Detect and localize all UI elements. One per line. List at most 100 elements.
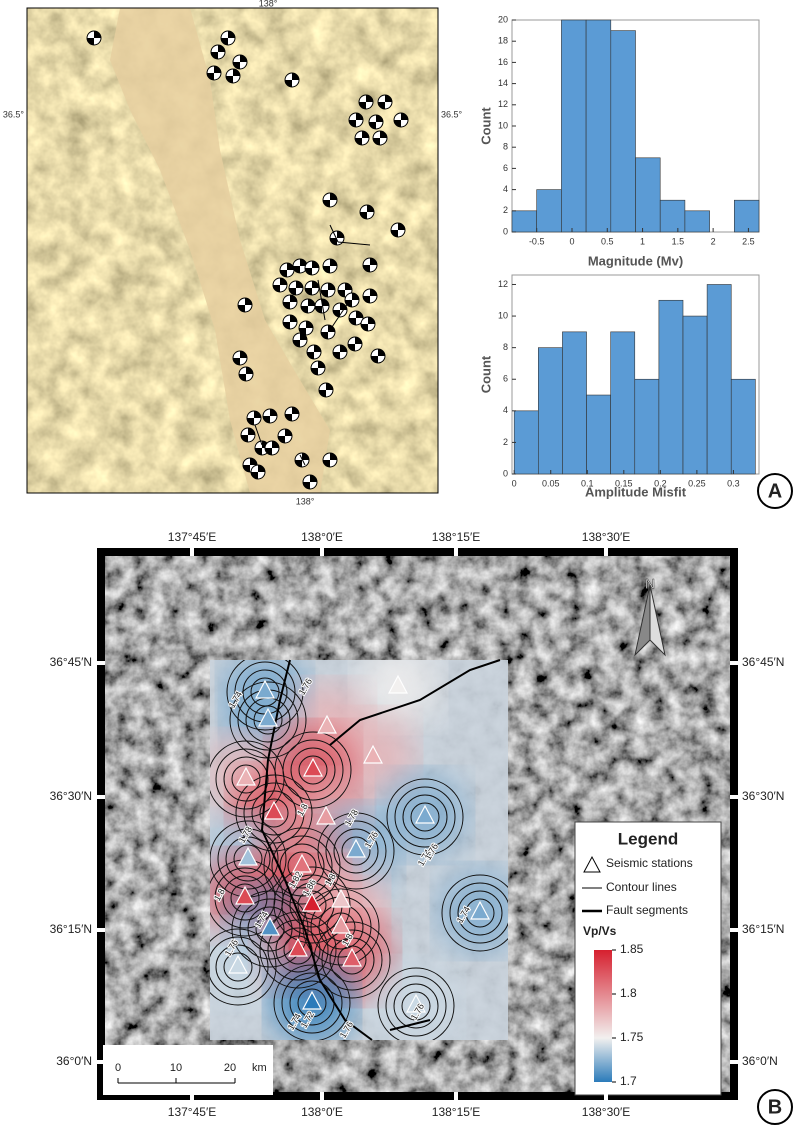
contour-line (449, 882, 508, 944)
stations (228, 674, 490, 1013)
focal-quadrant (394, 113, 408, 127)
focal-quadrant (363, 289, 377, 303)
lon-label: 137°45′E (168, 530, 216, 544)
x-tick-label: 2.5 (742, 236, 755, 246)
focal-quadrant (278, 429, 292, 443)
contour-line (325, 820, 387, 882)
contour-line (329, 937, 375, 983)
legend-symbol (583, 855, 601, 873)
connector (254, 424, 263, 446)
contour-line (243, 782, 305, 844)
focal-quadrant (243, 458, 257, 472)
station (258, 707, 278, 727)
lat-label: 36°45′N (50, 655, 92, 669)
connector (299, 454, 306, 466)
contour-line (274, 731, 352, 809)
station (228, 954, 248, 974)
bar (682, 315, 708, 475)
lat-label: 36°30′N (50, 789, 92, 803)
focal-quadrant (301, 299, 315, 313)
north-label: N (645, 576, 655, 592)
focal-quadrant (285, 73, 299, 87)
frame-tick (454, 548, 458, 556)
scale-label: 10 (170, 1062, 182, 1074)
connector (329, 224, 339, 243)
station (346, 838, 366, 858)
lat-label: 36°45′N (742, 655, 784, 669)
y-tick-label: 12 (498, 99, 508, 109)
x-tick-label: 0.15 (615, 478, 633, 488)
station (235, 885, 255, 905)
focal-quadrant (391, 223, 405, 237)
connector (329, 299, 351, 331)
frame-tick (730, 661, 738, 665)
lat-label: 36°0′N (56, 1054, 92, 1068)
frame-tick (320, 1092, 324, 1100)
station (363, 744, 383, 764)
focal-quadrant (299, 321, 313, 335)
contour-line (385, 975, 447, 1037)
station (331, 888, 351, 908)
x-tick-label: 0 (569, 236, 574, 246)
lat-label: 36°15′N (50, 922, 92, 936)
y-tick-label: 20 (498, 14, 508, 24)
connector (337, 241, 371, 246)
frame-tick (604, 1092, 608, 1100)
bar (511, 210, 538, 233)
lon-label: 138°30′E (582, 530, 630, 544)
focal-quadrant (251, 465, 265, 479)
lat-label: 36.5° (441, 109, 463, 119)
x-tick-label: 0.3 (727, 478, 740, 488)
focal-quadrant (247, 411, 261, 425)
focal-quadrant (273, 278, 287, 292)
y-tick-label: 10 (498, 120, 508, 130)
focal-quadrant (311, 361, 325, 375)
panel-badge (757, 473, 793, 509)
lon-label: 138°0′E (301, 1105, 343, 1119)
y-axis-label: Count (478, 355, 493, 393)
contour-line (233, 844, 263, 874)
bar (684, 210, 710, 233)
contour-line (377, 967, 455, 1040)
focal-quadrant (361, 317, 375, 331)
focal-quadrant (283, 315, 297, 329)
focal-quadrant (280, 263, 294, 277)
contour-line (263, 827, 341, 905)
map-a: 138° 138° 36.5° 36.5° (3, 0, 463, 506)
focal-quadrant (333, 303, 347, 317)
lon-label: 138°15′E (432, 1105, 480, 1119)
contour-line (401, 991, 431, 1021)
colorbar-title: Vp/Vs (583, 924, 617, 938)
x-axis-label: Magnitude (Mv) (588, 253, 683, 268)
y-tick-label: 2 (503, 437, 508, 447)
station (238, 846, 258, 866)
frame-tick (454, 1092, 458, 1100)
contour-line (235, 774, 313, 852)
legend-item: Fault segments (606, 903, 688, 917)
bar (706, 284, 732, 475)
contour-line (298, 755, 328, 785)
map-b: 1.761.741.781.8 1.781.761.741.761.821.86 1… (97, 548, 738, 1100)
bar (730, 378, 756, 475)
map-frame (26, 7, 439, 494)
contour-line (226, 660, 304, 731)
contour-line (394, 786, 456, 848)
contour-line (457, 890, 503, 936)
y-tick-label: 6 (503, 374, 508, 384)
station (406, 993, 426, 1013)
map-b-labels: 137°45′E 137°45′E 138°0′E 138°0′E 138°15′E 13… (50, 530, 785, 1119)
focal-quadrant (348, 337, 362, 351)
focal-quadrant (289, 281, 303, 295)
focal-quadrant (307, 345, 321, 359)
arrow-right (649, 584, 666, 657)
x-tick-label: 0.05 (542, 478, 560, 488)
contour-line (386, 778, 464, 856)
contour-line (222, 875, 268, 921)
focal-quadrant (303, 475, 317, 489)
focal-quadrant (373, 131, 387, 145)
contour-line (337, 945, 367, 975)
legend-item: Seismic stations (606, 856, 693, 870)
scale-line (117, 1078, 236, 1084)
